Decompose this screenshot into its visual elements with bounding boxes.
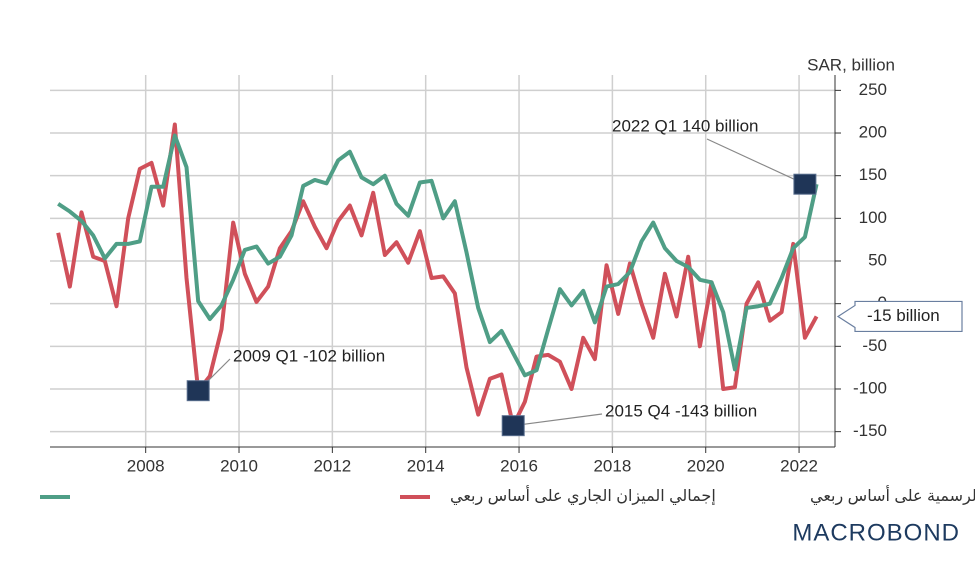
legend-label: التغير في الاحتياطيات الرسمية على أساس ر… bbox=[810, 485, 975, 506]
annotation-leader bbox=[706, 138, 806, 185]
y-tick-label: -50 bbox=[862, 336, 887, 355]
y-tick-label: 250 bbox=[859, 80, 887, 99]
annotation-marker bbox=[186, 380, 210, 402]
series-line bbox=[57, 133, 819, 378]
x-tick-label: 2012 bbox=[313, 456, 351, 475]
y-tick-label: 150 bbox=[859, 165, 887, 184]
series-line bbox=[56, 122, 819, 428]
legend-label: إجمالي الميزان الجاري على أساس ربعي bbox=[450, 485, 716, 506]
x-tick-label: 2014 bbox=[407, 456, 445, 475]
x-tick-label: 2018 bbox=[593, 456, 631, 475]
annotation-marker bbox=[501, 415, 525, 437]
annotation-text: 2009 Q1 -102 billion bbox=[233, 346, 385, 365]
y-tick-label: 100 bbox=[859, 208, 887, 227]
y-axis-label: SAR, billion bbox=[807, 55, 895, 74]
y-tick-label: -150 bbox=[853, 421, 887, 440]
annotation-text: -15 billion bbox=[867, 306, 940, 325]
y-tick-label: 200 bbox=[859, 123, 887, 142]
x-tick-label: 2022 bbox=[780, 456, 818, 475]
y-tick-label: -100 bbox=[853, 378, 887, 397]
annotation-marker bbox=[793, 173, 817, 195]
source-logo: MACROBOND bbox=[792, 519, 960, 546]
annotation-leader bbox=[513, 413, 603, 427]
x-tick-label: 2016 bbox=[500, 456, 538, 475]
x-tick-label: 2008 bbox=[127, 456, 165, 475]
callout-box bbox=[836, 300, 963, 333]
annotation-text: 2015 Q4 -143 billion bbox=[605, 401, 757, 420]
y-tick-label: 50 bbox=[868, 250, 887, 269]
x-tick-label: 2020 bbox=[687, 456, 725, 475]
x-tick-label: 2010 bbox=[220, 456, 258, 475]
annotation-text: 2022 Q1 140 billion bbox=[612, 116, 759, 135]
